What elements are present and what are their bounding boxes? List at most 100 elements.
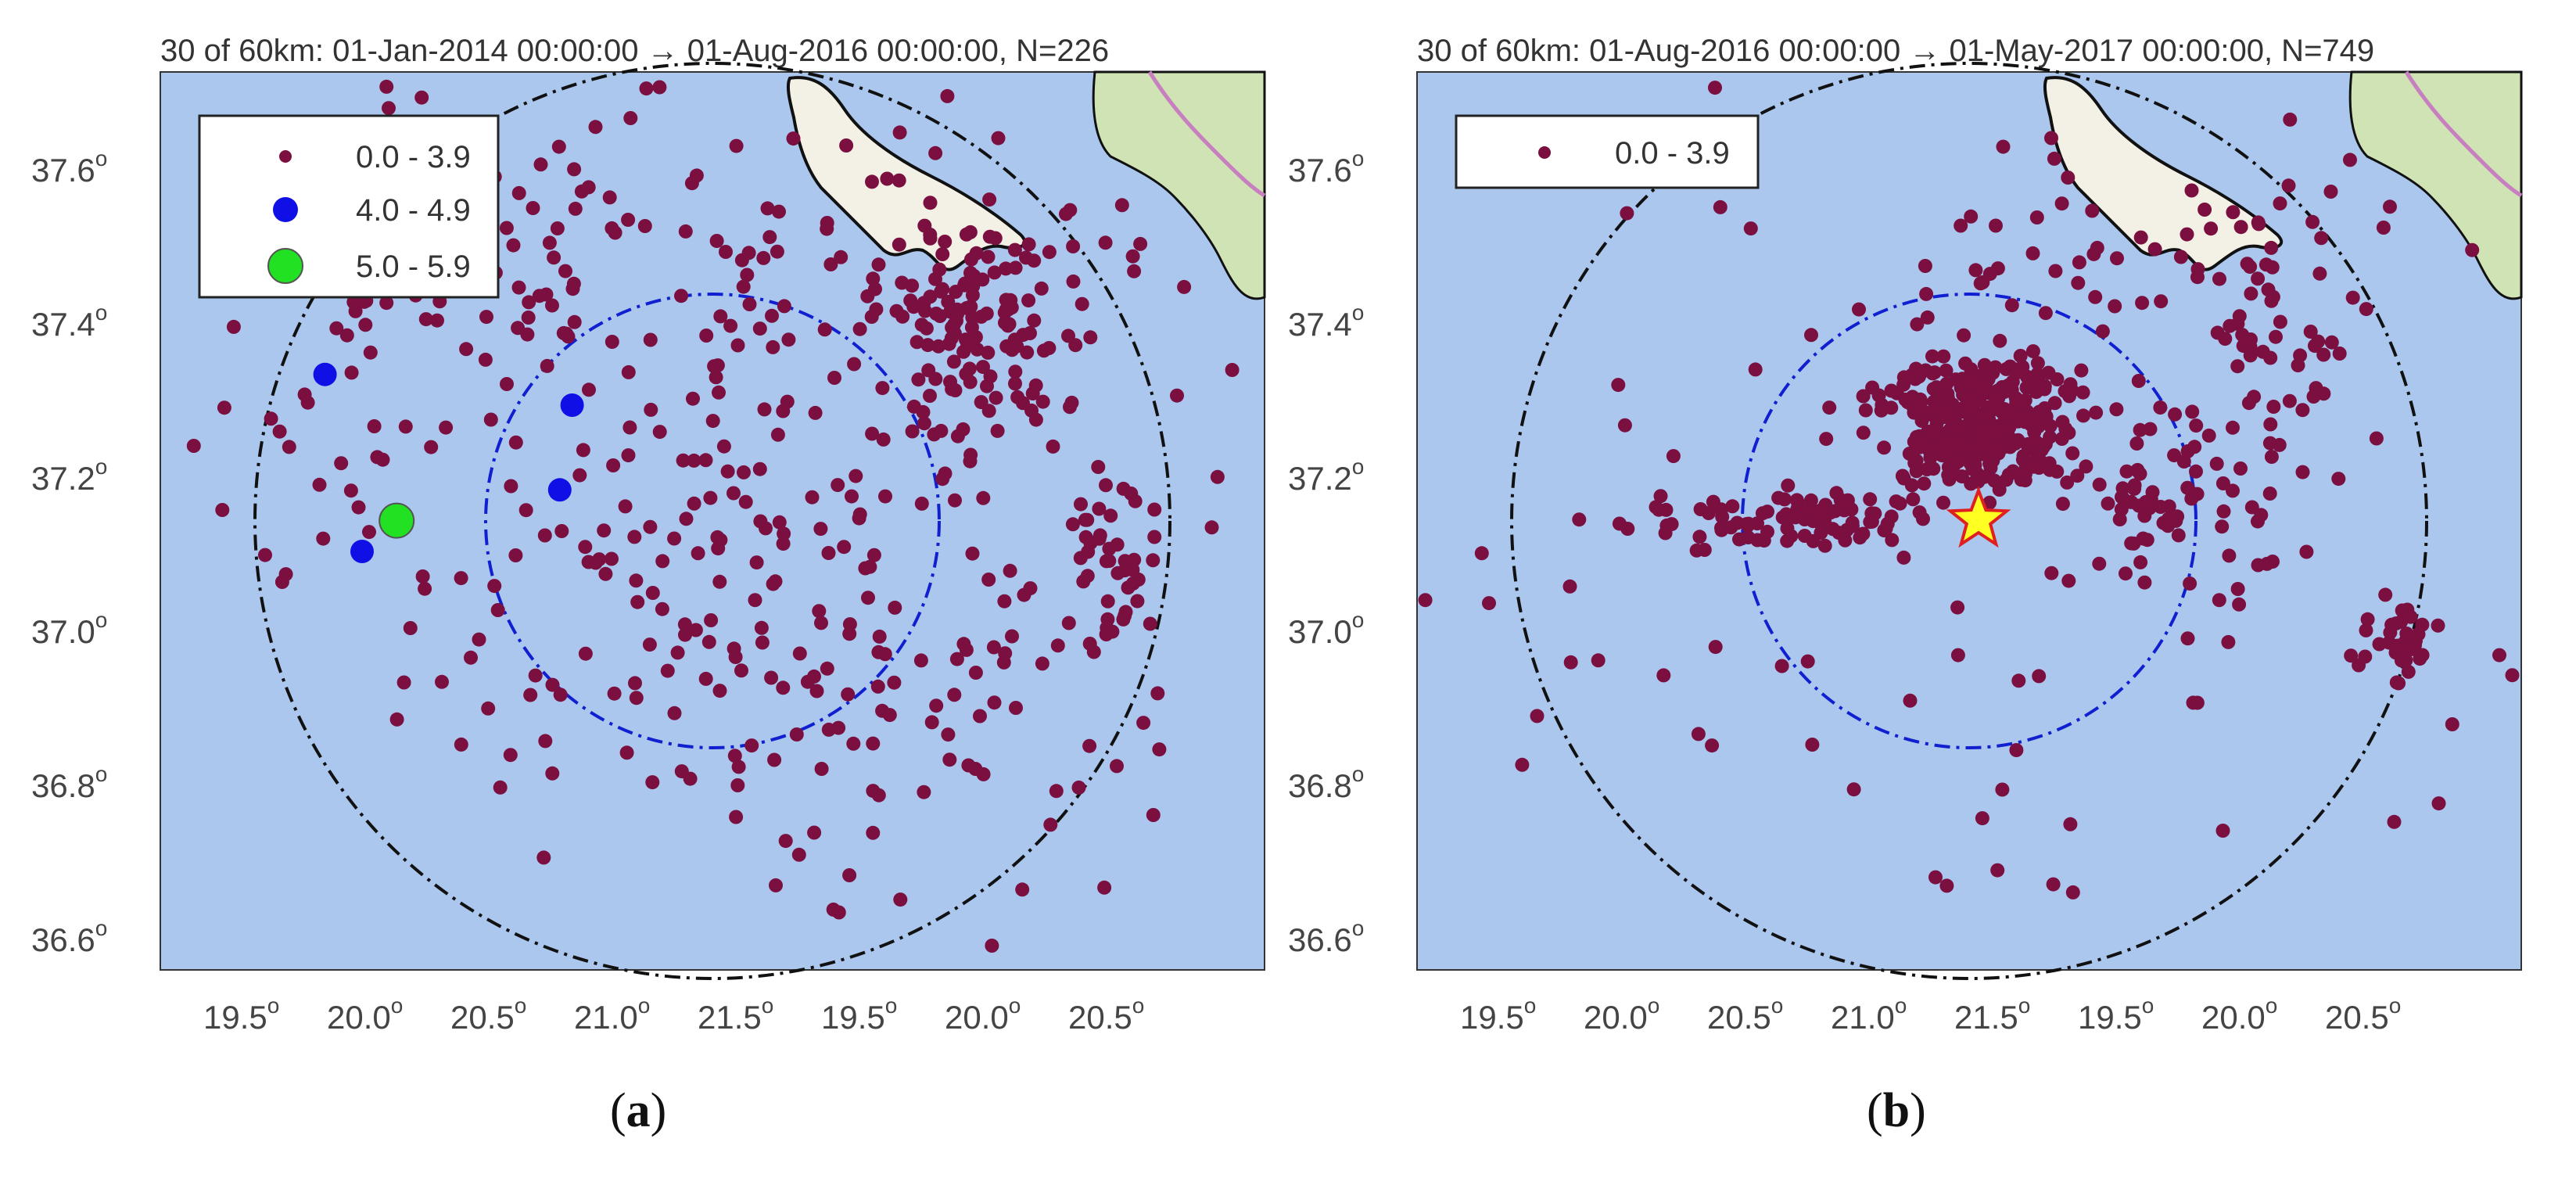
event-dot [2415,617,2430,632]
event-dot [834,250,849,264]
x-tick-label: 20.5o [2325,993,2401,1036]
event-dot [1027,253,1042,268]
event-dot [1110,537,1125,552]
event-dot [1100,594,1115,609]
event-dot [2235,328,2250,343]
event-dot [778,834,793,849]
event-dot [1926,461,1941,476]
event-dot [842,868,857,882]
event-dot [2201,428,2216,443]
event-dot [2230,359,2245,374]
legend-marker [1538,146,1551,159]
event-dot [655,554,670,569]
event-dot [2153,400,2168,415]
panel-b: 30 of 60km: 01-Aug-2016 00:00:00 → 01-Ma… [1288,34,2523,1137]
event-dot [396,675,411,690]
event-dot [2316,347,2331,362]
event-dot [2156,515,2171,530]
event-dot [2263,417,2278,432]
event-dot [367,419,382,433]
event-dot [736,279,751,294]
event-dot [1225,363,1240,377]
y-tick-label: 36.6o [1288,916,1364,958]
event-dot [2332,347,2347,361]
event-dot [2343,153,2357,167]
event-dot [1957,328,1971,343]
event-dot [865,426,880,441]
event-dot [986,640,1001,655]
event-dot [869,302,884,317]
event-dot [2344,648,2359,663]
event-dot [1708,81,1722,95]
event-dot [2131,374,2146,388]
x-tick-label: 20.0o [945,993,1021,1036]
event-dot [316,531,331,546]
event-dot [536,850,551,865]
event-dot [1692,530,1707,544]
event-dot [578,646,593,661]
panel-b-legend: 0.0 - 3.9 [1455,114,1760,189]
event-dot [1659,518,1674,533]
event-dot [742,297,757,311]
event-dot [749,555,764,570]
event-dot [2062,389,2076,404]
event-dot [2071,275,2086,290]
event-dot [698,671,713,686]
event-dot [768,574,783,589]
event-dot [2387,814,2402,829]
event-dot [2324,335,2339,350]
event-dot [2431,796,2446,811]
event-dot [2170,509,2185,524]
event-dot [997,594,1012,609]
event-dot [711,541,726,556]
event-dot [2007,402,2022,417]
event-dot [1977,357,1992,372]
event-dot [379,296,394,311]
event-dot [1017,587,1031,602]
event-dot [2183,576,2197,591]
event-dot [1210,469,1225,484]
event-dot [2119,566,2133,581]
event-dot [2110,251,2124,266]
event-dot [464,650,478,665]
event-dot [1563,655,1578,670]
event-dot [2025,246,2040,260]
event-dot [963,454,978,469]
event-dot [1819,432,1834,447]
event-dot [941,294,956,309]
event-dot [677,617,692,632]
event-dot [1170,388,1184,403]
event-dot [905,424,920,439]
event-dot [990,423,1005,438]
event-dot [537,528,552,543]
event-dot [812,604,827,619]
event-dot [1875,397,1889,412]
event-dot [2233,220,2248,235]
event-dot [1856,389,1871,404]
event-dot [1968,263,1983,278]
event-dot [550,221,565,235]
event-dot [729,810,744,824]
legend-marker [279,150,292,163]
legend-entry: 4.0 - 4.9 [356,193,471,228]
event-dot [710,358,725,373]
event-dot [1878,521,1893,536]
event-dot [2226,483,2240,498]
event-dot [1829,486,1844,501]
event-dot [1611,378,1626,393]
event-dot [1958,405,1973,419]
event-dot [628,676,642,691]
event-dot [1708,640,1723,655]
event-dot [215,503,230,517]
event-dot [676,453,691,468]
event-dot [547,250,561,265]
event-dot [2415,648,2430,663]
event-dot [2076,385,2090,400]
event-dot [2216,504,2231,519]
event-dot [807,825,822,840]
event-dot [820,661,834,676]
event-dot [618,499,633,514]
event-dot [684,176,699,191]
event-dot [719,245,733,259]
event-dot [1818,497,1833,512]
